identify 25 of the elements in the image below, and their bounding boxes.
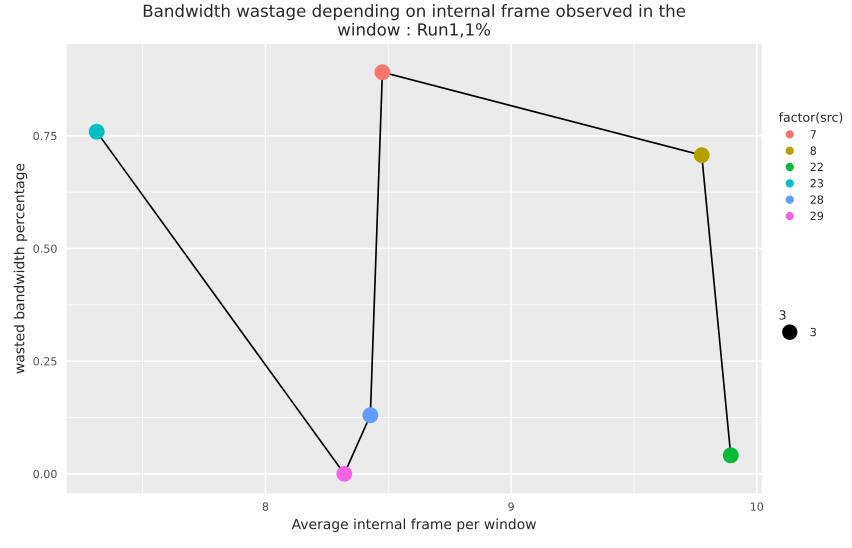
point (336, 466, 352, 482)
point (694, 147, 710, 164)
point (88, 124, 105, 140)
legend-label: 23 (810, 179, 823, 188)
legend-label: 8 (810, 146, 816, 155)
legend-label: 7 (810, 130, 816, 138)
x-axis-title: Average internal frame per window (292, 518, 536, 532)
y-tick-label: 0.00 (33, 470, 57, 478)
y-tick-label: 0.50 (33, 244, 57, 253)
y-tick-label: 0.75 (33, 132, 56, 140)
legend-label: 22 (810, 162, 823, 171)
x-tick-label: 10 (750, 502, 764, 511)
x-tick-label: 8 (262, 502, 268, 511)
x-tick-label: 9 (508, 502, 514, 511)
text: 3 (780, 310, 786, 320)
point (722, 447, 739, 464)
y-tick-label: 0.25 (33, 357, 56, 366)
text: 3 (810, 328, 816, 336)
point (362, 407, 378, 424)
chart-title: Bandwidth wastage depending on internal frame observed in the window : Run1,1% (144, 4, 686, 38)
legend-label: 29 (810, 212, 824, 220)
point (374, 64, 390, 80)
legend-title: factor(src) (778, 112, 842, 124)
legend-label: 28 (810, 195, 824, 204)
y-axis-title: wasted bandwidth percentage (14, 164, 28, 374)
